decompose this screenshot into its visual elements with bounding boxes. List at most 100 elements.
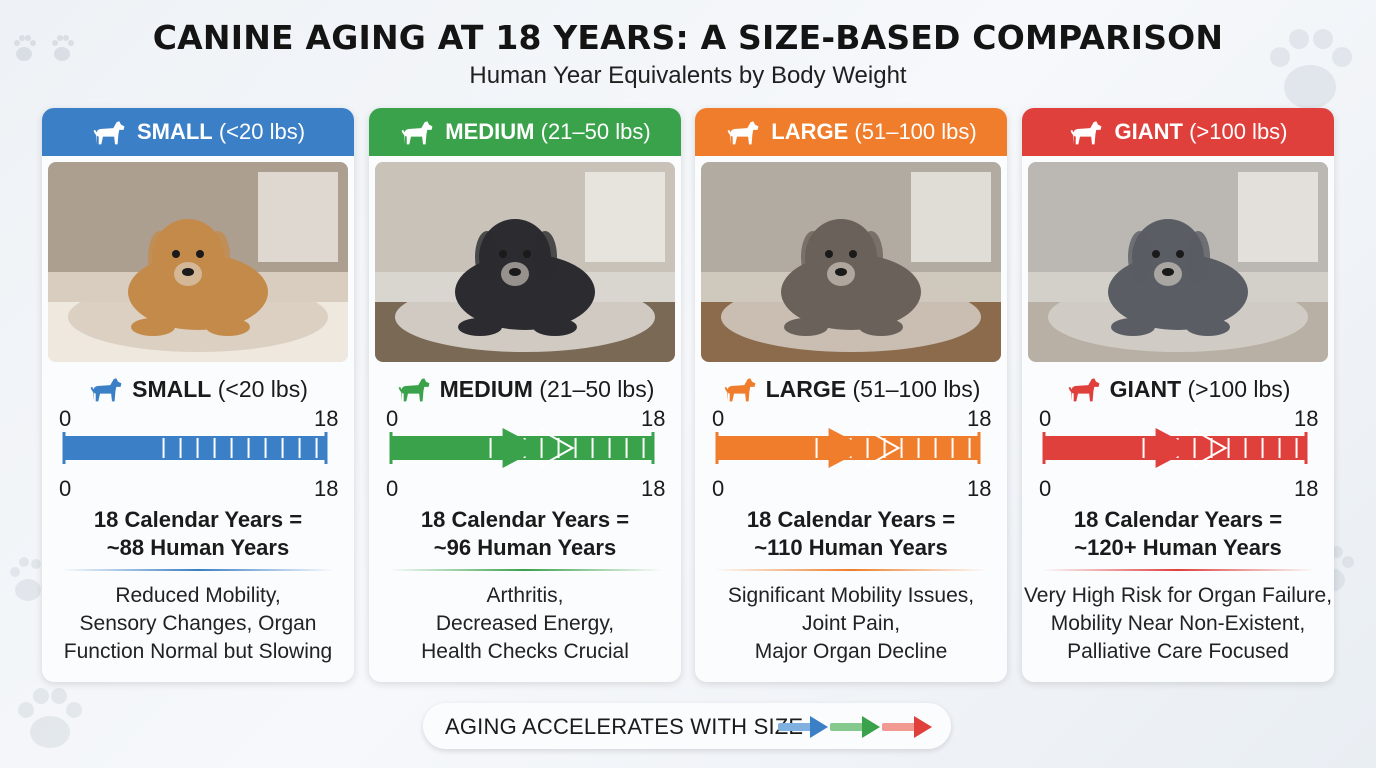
dog-icon xyxy=(398,377,430,401)
weight-range: (>100 lbs) xyxy=(1187,375,1291,402)
description-line: Significant Mobility Issues, xyxy=(727,584,975,607)
weight-range: (21–50 lbs) xyxy=(539,375,655,402)
scale-end-top: 18 xyxy=(967,406,992,431)
description-line: Major Organ Decline xyxy=(754,640,948,663)
photo-frame xyxy=(375,162,675,362)
age-scale xyxy=(715,428,981,468)
result-line-2: ~110 Human Years xyxy=(754,535,948,560)
photo-frame xyxy=(48,162,348,362)
description: Reduced Mobility, Sensory Changes, Organ F… xyxy=(42,582,354,666)
description-line: Very High Risk for Organ Failure, xyxy=(1023,584,1333,607)
card-header: SMALL (<20 lbs) xyxy=(42,108,354,156)
card-header: MEDIUM (21–50 lbs) xyxy=(369,108,681,156)
scale-start-bottom: 0 xyxy=(59,476,72,501)
dog-icon xyxy=(93,120,125,144)
weight-range: (<20 lbs) xyxy=(217,375,308,402)
result-line-1: 18 Calendar Years = xyxy=(746,507,956,532)
age-scale xyxy=(389,428,655,468)
scale-end-bottom: 18 xyxy=(1294,476,1319,501)
dog-photo xyxy=(1028,162,1328,362)
page-title: CANINE AGING AT 18 YEARS: A SIZE-BASED C… xyxy=(152,18,1224,57)
description-line: Joint Pain, xyxy=(801,612,901,635)
size-label: LARGE xyxy=(771,119,849,144)
result-text: 18 Calendar Years = ~120+ Human Years xyxy=(1022,506,1334,562)
gradient-arrows-icon xyxy=(778,716,932,738)
result-text: 18 Calendar Years = ~110 Human Years xyxy=(695,506,1007,562)
result-line-2: ~88 Human Years xyxy=(106,535,290,560)
size-label-row: GIANT (>100 lbs) xyxy=(1022,372,1334,406)
scale-start-top: 0 xyxy=(386,406,399,431)
dog-icon xyxy=(401,120,433,144)
paw-print-icon xyxy=(18,688,82,748)
dog-icon xyxy=(727,120,759,144)
divider xyxy=(62,569,334,571)
result-line-2: ~96 Human Years xyxy=(433,535,617,560)
description-line: Reduced Mobility, xyxy=(115,584,281,607)
scale-end-bottom: 18 xyxy=(967,476,992,501)
scale-end-top: 18 xyxy=(641,406,666,431)
dog-photo xyxy=(48,162,348,362)
weight-range: (21–50 lbs) xyxy=(540,119,651,144)
card-small: SMALL (<20 lbs) SMALL (<20 lbs) 0 18 0 1… xyxy=(42,108,354,682)
scale-start-top: 0 xyxy=(59,406,72,431)
weight-range: (51–100 lbs) xyxy=(854,119,977,144)
description: Arthritis, Decreased Energy, Health Checks… xyxy=(369,582,681,666)
paw-print-icon xyxy=(1270,29,1352,109)
age-scale xyxy=(1042,428,1308,468)
scale-container: 0 18 0 18 xyxy=(369,406,681,502)
card-large: LARGE (51–100 lbs) LARGE (51–100 lbs) 0 … xyxy=(695,108,1007,682)
scale-end-bottom: 18 xyxy=(641,476,666,501)
dog-icon xyxy=(724,377,756,401)
page-subtitle: Human Year Equivalents by Body Weight xyxy=(469,62,907,89)
description-line: Palliative Care Focused xyxy=(1067,640,1289,663)
divider xyxy=(1042,569,1314,571)
photo-frame xyxy=(1028,162,1328,362)
description-line: Health Checks Crucial xyxy=(421,640,629,663)
result-text: 18 Calendar Years = ~96 Human Years xyxy=(369,506,681,562)
scale-start-bottom: 0 xyxy=(1039,476,1052,501)
card-giant: GIANT (>100 lbs) GIANT (>100 lbs) 0 18 0… xyxy=(1022,108,1334,682)
divider xyxy=(715,569,987,571)
scale-end-bottom: 18 xyxy=(314,476,339,501)
dog-icon xyxy=(1068,377,1099,401)
result-line-1: 18 Calendar Years = xyxy=(420,507,630,532)
card-header: LARGE (51–100 lbs) xyxy=(695,108,1007,156)
description-line: Decreased Energy, xyxy=(435,612,615,635)
dog-icon xyxy=(90,377,122,401)
description: Very High Risk for Organ Failure, Mobilit… xyxy=(1022,582,1334,666)
scale-start-top: 0 xyxy=(712,406,725,431)
size-label: GIANT xyxy=(1109,375,1182,402)
description-line: Sensory Changes, Organ xyxy=(79,612,317,635)
size-label: MEDIUM xyxy=(439,375,533,402)
size-label: SMALL xyxy=(136,119,213,144)
result-line-2: ~120+ Human Years xyxy=(1074,535,1282,560)
size-label-row: MEDIUM (21–50 lbs) xyxy=(369,372,681,406)
scale-container: 0 18 0 18 xyxy=(42,406,354,502)
paw-print-icon xyxy=(10,557,41,601)
dog-icon xyxy=(1071,120,1102,144)
scale-container: 0 18 0 18 xyxy=(1022,406,1334,502)
scale-container: 0 18 0 18 xyxy=(695,406,1007,502)
result-line-1: 18 Calendar Years = xyxy=(93,507,303,532)
size-label-row: SMALL (<20 lbs) xyxy=(42,372,354,406)
photo-frame xyxy=(701,162,1001,362)
size-label: LARGE xyxy=(765,375,847,402)
paw-print-icon xyxy=(14,35,74,61)
dog-photo xyxy=(375,162,675,362)
description-line: Arthritis, xyxy=(486,584,564,607)
scale-end-top: 18 xyxy=(314,406,339,431)
card-medium: MEDIUM (21–50 lbs) MEDIUM (21–50 lbs) 0 … xyxy=(369,108,681,682)
card-header: GIANT (>100 lbs) xyxy=(1022,108,1334,156)
size-label: SMALL xyxy=(132,375,212,402)
scale-end-top: 18 xyxy=(1294,406,1319,431)
result-text: 18 Calendar Years = ~88 Human Years xyxy=(42,506,354,562)
scale-start-top: 0 xyxy=(1039,406,1052,431)
size-label: MEDIUM xyxy=(445,119,535,144)
description: Significant Mobility Issues, Joint Pain, M… xyxy=(695,582,1007,666)
weight-range: (>100 lbs) xyxy=(1189,119,1288,144)
dog-photo xyxy=(701,162,1001,362)
age-scale xyxy=(62,432,328,464)
scale-start-bottom: 0 xyxy=(386,476,399,501)
size-label-row: LARGE (51–100 lbs) xyxy=(695,372,1007,406)
description-line: Function Normal but Slowing xyxy=(63,640,333,663)
